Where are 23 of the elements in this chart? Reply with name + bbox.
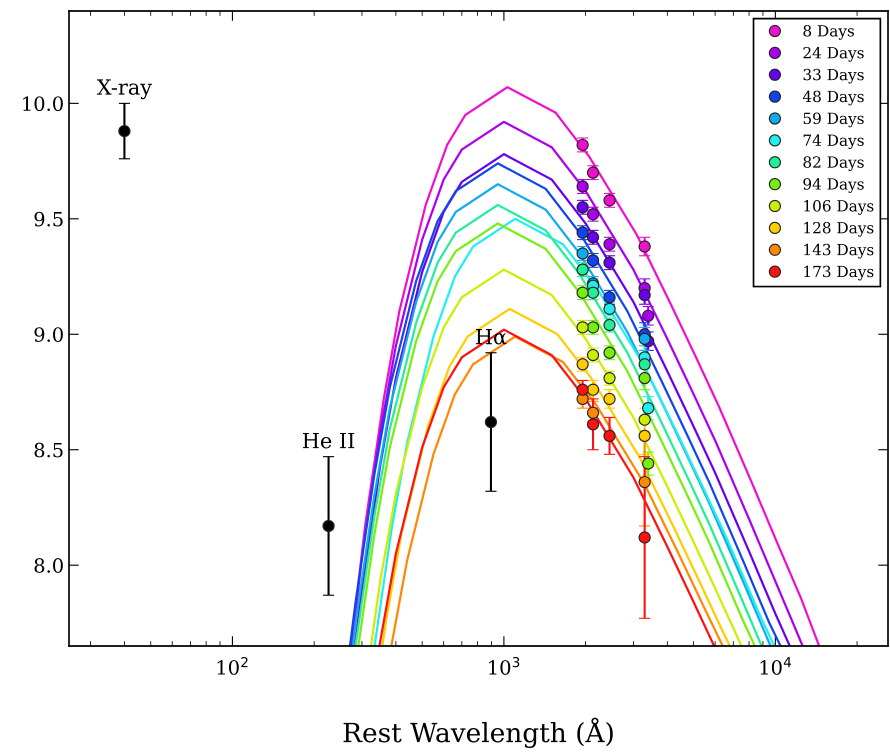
y-tick-label: 8.5 — [34, 442, 63, 458]
y-tick-label: 10.0 — [23, 96, 63, 112]
legend-label: 24 Days — [803, 46, 864, 62]
x-tick-label: 10$^{3}$ — [489, 656, 520, 675]
legend-label: 143 Days — [804, 244, 874, 259]
x-axis-title: Rest Wavelength (Å) — [344, 718, 613, 748]
legend-label: 128 Days — [804, 222, 874, 237]
legend-label: 48 Days — [802, 90, 864, 106]
legend-label: 94 Days — [803, 178, 864, 193]
y-tick-label: 9.5 — [34, 212, 63, 226]
legend-label: 8 Days — [803, 25, 854, 40]
y-tick-label: 8.0 — [34, 558, 63, 573]
legend-label: 173 Days — [804, 266, 874, 280]
legend-label: 74 Days — [804, 134, 864, 150]
x-tick-label: 10$^{2}$ — [218, 656, 248, 675]
annotation: X-ray — [96, 79, 152, 100]
legend-label: 106 Days — [804, 200, 874, 215]
legend-label: 82 Days — [803, 156, 864, 172]
y-tick-label: 9.0 — [34, 327, 63, 342]
x-tick-label: 10$^{4}$ — [760, 657, 792, 675]
legend-label: 33 Days — [804, 68, 864, 84]
legend-label: 59 Days — [804, 112, 864, 128]
annotation: He II — [302, 432, 354, 448]
